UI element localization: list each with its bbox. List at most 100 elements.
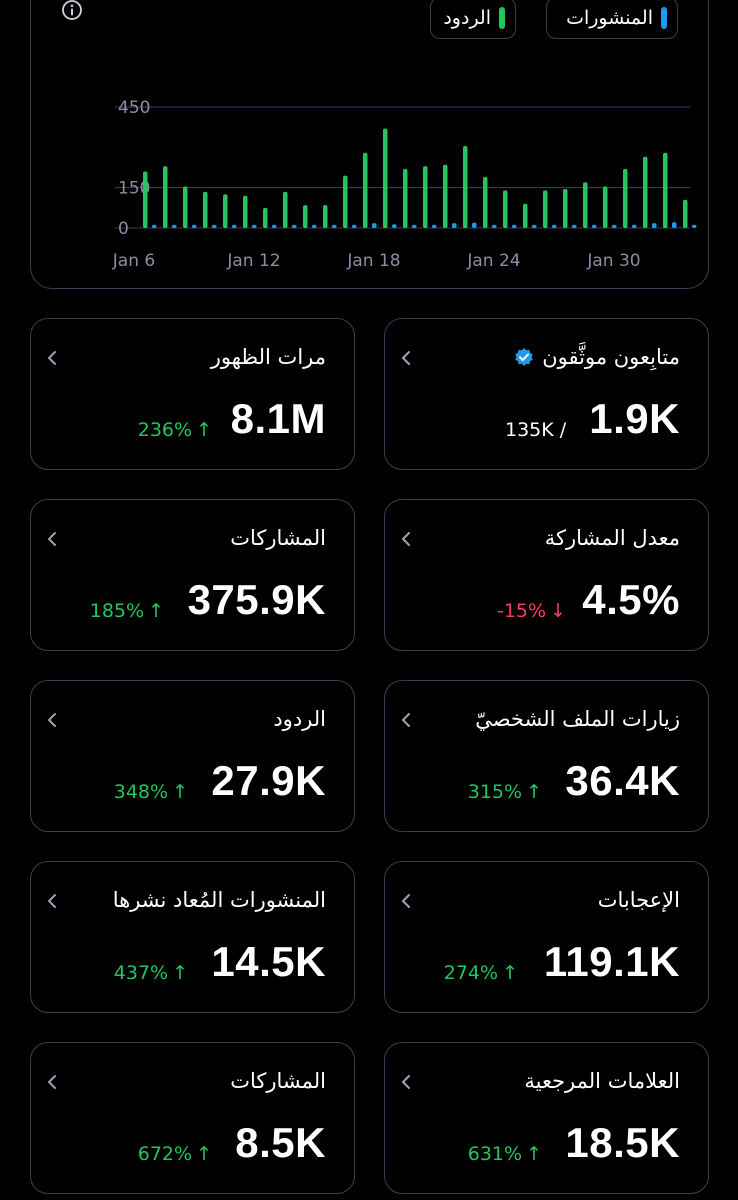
post-bar [672, 222, 677, 228]
stat-card[interactable]: معدل المشاركة 4.5% -15% ↓ [384, 499, 709, 651]
stat-title-text: مرات الظهور [210, 345, 326, 369]
verified-badge-icon [515, 348, 534, 366]
arrow-up-icon: ↑ [196, 1143, 212, 1165]
post-bar [312, 224, 317, 228]
reply-bar [263, 207, 268, 228]
x-tick-label: Jan 18 [346, 251, 400, 271]
stat-card[interactable]: العلامات المرجعية 18.5K 631% ↑ [384, 1042, 709, 1194]
stat-value: 119.1K [543, 938, 680, 985]
legend-replies-label: الردود [443, 7, 491, 29]
post-bar [612, 224, 617, 228]
reply-bar [183, 186, 188, 228]
reply-bar [683, 199, 688, 228]
reply-bar [203, 191, 208, 228]
stat-change: 437% ↑ [114, 962, 188, 984]
stat-title: مرات الظهور [211, 345, 326, 369]
stat-title-text: المشاركات [230, 1069, 326, 1093]
stat-card[interactable]: الإعجابات 119.1K 274% ↑ [384, 861, 709, 1013]
stat-title: المشاركات [230, 1069, 326, 1093]
change-percent: 274% [443, 962, 499, 984]
reply-bar [563, 189, 568, 228]
stat-card[interactable]: المشاركات 8.5K 672% ↑ [30, 1042, 355, 1194]
reply-bar [283, 191, 288, 228]
legend-replies[interactable]: الردود [430, 0, 516, 39]
post-bar [632, 224, 637, 228]
reply-bar [423, 166, 428, 228]
stat-change: 274% ↑ [444, 962, 518, 984]
legend-posts[interactable]: المنشورات [546, 0, 678, 39]
arrow-up-icon: ↑ [502, 962, 518, 984]
arrow-down-icon: ↓ [550, 600, 566, 622]
stat-value: 1.9K [589, 395, 680, 442]
stat-card[interactable]: المشاركات 375.9K 185% ↑ [30, 499, 355, 651]
change-percent: 672% [137, 1143, 193, 1165]
post-bar [352, 224, 357, 228]
stat-value: 14.5K [211, 938, 326, 985]
post-bar [172, 224, 177, 228]
post-bar [232, 224, 237, 228]
change-percent: 348% [113, 781, 169, 803]
chevron-left-icon[interactable] [45, 530, 59, 548]
change-percent: 631% [467, 1143, 523, 1165]
post-bar [512, 224, 517, 228]
post-bar [692, 224, 697, 228]
chart-card: المنشورات الردود 450 150 0 Jan 6 Jan 12 Jan 1… [30, 0, 709, 289]
stat-card[interactable]: متابِعون موثَّقون 1.9K 135K / [384, 318, 709, 470]
chevron-left-icon[interactable] [45, 1073, 59, 1091]
stat-value: 18.5K [565, 1119, 680, 1166]
arrow-up-icon: ↑ [196, 419, 212, 441]
reply-bar [483, 176, 488, 228]
change-percent: 437% [113, 962, 169, 984]
stat-title: زيارات الملف الشخصيّ [475, 707, 680, 731]
chevron-left-icon[interactable] [399, 892, 413, 910]
reply-bar [223, 194, 228, 228]
legend-posts-swatch [661, 7, 667, 29]
stat-card[interactable]: مرات الظهور 8.1M 236% ↑ [30, 318, 355, 470]
stat-change: 185% ↑ [90, 600, 164, 622]
y-tick-label: 150 [118, 179, 150, 199]
stat-card[interactable]: الردود 27.9K 348% ↑ [30, 680, 355, 832]
stat-title: متابِعون موثَّقون [514, 345, 680, 369]
chevron-left-icon[interactable] [45, 349, 59, 367]
stat-title-text: العلامات المرجعية [524, 1069, 680, 1093]
x-tick-label: Jan 30 [586, 251, 640, 271]
info-icon[interactable] [61, 0, 83, 21]
post-bar [332, 224, 337, 228]
stat-card[interactable]: زيارات الملف الشخصيّ 36.4K 315% ↑ [384, 680, 709, 832]
stat-title-text: المنشورات المُعاد نشرها [112, 888, 326, 912]
arrow-up-icon: ↑ [172, 781, 188, 803]
stat-card[interactable]: المنشورات المُعاد نشرها 14.5K 437% ↑ [30, 861, 355, 1013]
post-bar [552, 224, 557, 228]
stat-value: 375.9K [187, 576, 326, 623]
stat-title: الإعجابات [598, 888, 680, 912]
stat-change: 672% ↑ [138, 1143, 212, 1165]
stat-value: 36.4K [565, 757, 680, 804]
reply-bar [643, 156, 648, 228]
chevron-left-icon[interactable] [45, 711, 59, 729]
x-tick-label: Jan 12 [226, 251, 280, 271]
change-percent: 185% [89, 600, 145, 622]
post-bar [452, 223, 457, 228]
chevron-left-icon[interactable] [399, 711, 413, 729]
stat-title: العلامات المرجعية [524, 1069, 680, 1093]
chevron-left-icon[interactable] [399, 530, 413, 548]
chevron-left-icon[interactable] [399, 349, 413, 367]
reply-bar [243, 195, 248, 228]
reply-bar [623, 168, 628, 228]
change-percent: -15% [496, 600, 547, 622]
post-bar [592, 224, 597, 228]
stat-value: 4.5% [582, 576, 680, 623]
change-percent: 236% [137, 419, 193, 441]
reply-bar [543, 190, 548, 228]
arrow-up-icon: ↑ [148, 600, 164, 622]
post-bar [392, 224, 397, 228]
reply-bar [163, 166, 168, 228]
reply-bar [303, 205, 308, 228]
stat-title: الردود [273, 707, 326, 731]
post-bar [532, 224, 537, 228]
stat-title-text: المشاركات [230, 526, 326, 550]
chevron-left-icon[interactable] [399, 1073, 413, 1091]
stat-value: 8.1M [230, 395, 326, 442]
stat-title-text: الإعجابات [597, 888, 680, 912]
chevron-left-icon[interactable] [45, 892, 59, 910]
